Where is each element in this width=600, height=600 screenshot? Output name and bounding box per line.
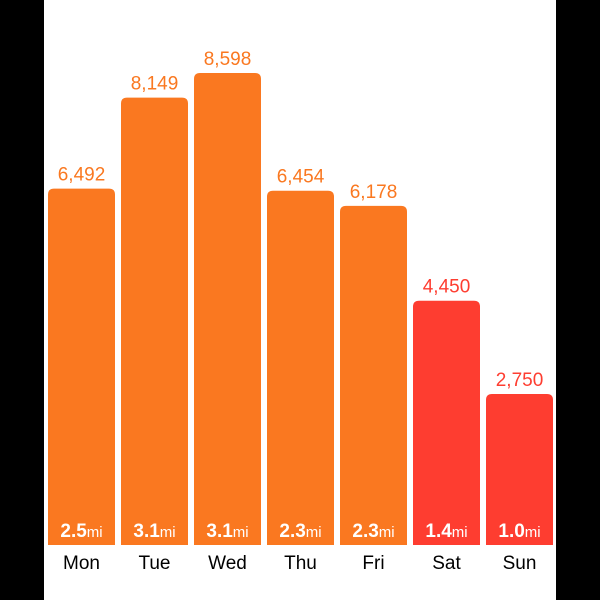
day-label-sat: Sat	[432, 553, 461, 574]
bar-thu	[267, 190, 334, 546]
chart-card: 6,492 2.5mi Mon 8,149 3.1mi Tue 8,598 3.1mi Wed 6…	[44, 0, 556, 600]
distance-label-thu: 2.3mi	[279, 521, 321, 542]
day-label-wed: Wed	[208, 553, 247, 574]
distance-label-sat: 1.4mi	[425, 521, 467, 542]
day-label-tue: Tue	[138, 553, 170, 574]
value-label-mon: 6,492	[58, 165, 106, 186]
distance-label-tue: 3.1mi	[133, 521, 175, 542]
value-label-tue: 8,149	[131, 74, 179, 95]
bar-fri	[340, 205, 407, 546]
distance-label-sun: 1.0mi	[498, 521, 540, 542]
steps-bar-chart: 6,492 2.5mi Mon 8,149 3.1mi Tue 8,598 3.1mi Wed 6…	[48, 49, 553, 574]
value-label-sat: 4,450	[423, 277, 471, 298]
value-label-thu: 6,454	[277, 167, 325, 188]
bar-sat	[413, 300, 480, 545]
distance-label-mon: 2.5mi	[60, 521, 102, 542]
bar-sun	[486, 394, 553, 545]
distance-label-fri: 2.3mi	[352, 521, 394, 542]
day-label-thu: Thu	[284, 553, 317, 574]
value-label-fri: 6,178	[350, 182, 398, 203]
value-label-wed: 8,598	[204, 49, 252, 70]
day-label-fri: Fri	[362, 553, 384, 574]
day-label-sun: Sun	[503, 553, 537, 574]
bar-wed	[194, 73, 261, 545]
bar-mon	[48, 188, 115, 545]
value-label-sun: 2,750	[496, 370, 544, 391]
day-label-mon: Mon	[63, 553, 100, 574]
bar-tue	[121, 97, 188, 545]
distance-label-wed: 3.1mi	[206, 521, 248, 542]
